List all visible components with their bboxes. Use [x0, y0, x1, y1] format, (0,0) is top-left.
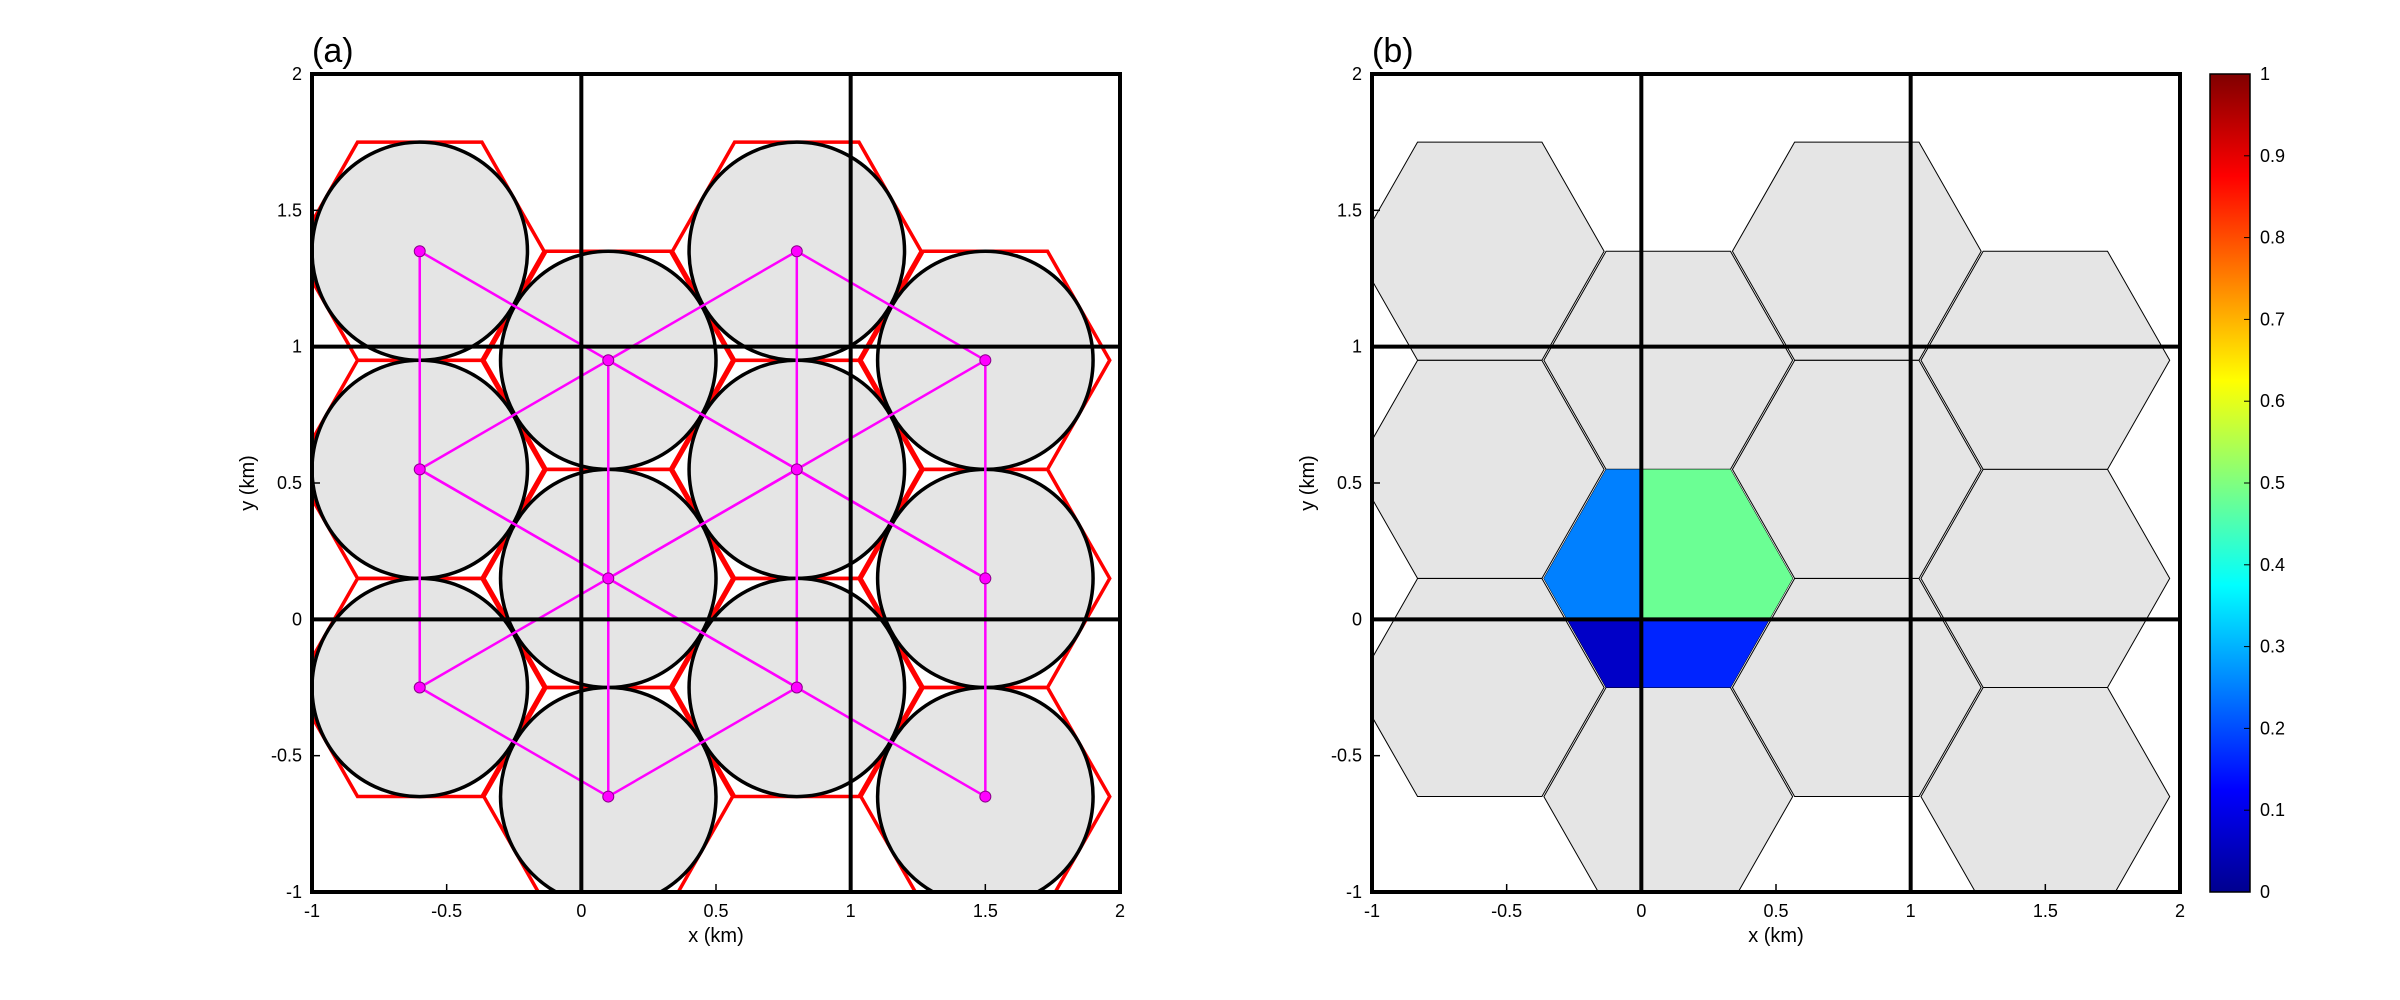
colorbar-tick-label: 0	[2260, 882, 2270, 902]
colorbar-tick-label: 0.2	[2260, 718, 2285, 738]
x-axis-label: x (km)	[688, 925, 744, 947]
y-tick-label: 0	[1352, 609, 1362, 629]
y-tick-label: 1.5	[1337, 200, 1362, 220]
x-tick-label: -1	[304, 901, 320, 921]
hex-cell-colored	[1641, 619, 1770, 688]
hex-cell	[1543, 687, 1794, 892]
colorbar-tick-label: 0.7	[2260, 309, 2285, 329]
colorbar-tick-label: 0.8	[2260, 228, 2285, 248]
y-tick-label: 1	[1352, 337, 1362, 357]
y-tick-label: 0.5	[277, 473, 302, 493]
colorbar: 0 0.1 0.2 0.3 0.4 0.5 0.6 0.7 0.8 0.9 1	[2209, 64, 2285, 902]
sensor-point	[790, 681, 803, 694]
y-tick-label: 0.5	[1337, 473, 1362, 493]
colorbar-tick-label: 0.4	[2260, 555, 2285, 575]
hex-cell-colored	[1567, 619, 1642, 688]
sensor-point	[790, 463, 803, 476]
triangle-edge	[607, 686, 798, 798]
sensor-point	[790, 245, 803, 258]
colorbar-tick-label: 0.3	[2260, 637, 2285, 657]
triangle-edge	[419, 686, 609, 798]
x-tick-label: -0.5	[1491, 901, 1522, 921]
colorbar-tick-label: 0.6	[2260, 391, 2285, 411]
sensor-point	[413, 681, 426, 694]
sensor-point	[979, 572, 992, 585]
y-tick-label: -1	[1346, 882, 1362, 902]
y-tick-label: 1	[292, 337, 302, 357]
panel-label: (a)	[312, 32, 354, 70]
triangle-edge	[607, 577, 798, 689]
sensor-point	[979, 790, 992, 803]
sensor-point	[602, 572, 615, 585]
colorbar-tick-label: 1	[2260, 64, 2270, 84]
x-axis-label: x (km)	[1748, 925, 1804, 947]
x-tick-label: 2	[1115, 901, 1125, 921]
hex-cell	[1372, 577, 1605, 798]
x-tick-label: -1	[1364, 901, 1380, 921]
triangle-edge	[796, 250, 986, 362]
sensor-point	[602, 354, 615, 367]
sensor-point	[602, 790, 615, 803]
hex-cell-outline	[481, 685, 735, 892]
x-tick-label: 2	[2175, 901, 2185, 921]
x-tick-label: 1	[1906, 901, 1916, 921]
x-tick-label: 0	[576, 901, 586, 921]
y-tick-label: 1.5	[277, 200, 302, 220]
sensor-point	[413, 463, 426, 476]
x-tick-label: -0.5	[431, 901, 462, 921]
hex-cell-colored	[1641, 469, 1793, 620]
colorbar-tick-label: 0.1	[2260, 800, 2285, 820]
y-tick-label: -0.5	[1331, 746, 1362, 766]
y-axis-label: y (km)	[1297, 455, 1319, 511]
y-axis-label: y (km)	[237, 455, 259, 511]
x-tick-label: 0.5	[703, 901, 728, 921]
y-tick-label: -0.5	[271, 746, 302, 766]
panel-a-chart: -1 -0.5 0 0.5 1 1.5 2 -1 -0.5 0 0.5 1 1.5 2 x (km) y (k…	[237, 32, 1125, 947]
y-tick-label: 0	[292, 609, 302, 629]
panel-label: (b)	[1372, 32, 1414, 70]
y-tick-label: 2	[292, 64, 302, 84]
hex-cell-colored	[1543, 469, 1642, 620]
y-tick-label: 2	[1352, 64, 1362, 84]
plot-area	[312, 140, 1112, 892]
x-tick-label: 0	[1636, 901, 1646, 921]
triangle-edge	[796, 468, 986, 580]
hex-cell-outline	[858, 685, 1112, 892]
x-tick-label: 1.5	[2033, 901, 2058, 921]
triangle-edge	[419, 468, 609, 580]
colorbar-tick-label: 0.9	[2260, 146, 2285, 166]
x-tick-label: 1.5	[973, 901, 998, 921]
plot-area	[1372, 141, 2171, 892]
sensor-point	[413, 245, 426, 258]
triangle-edge	[796, 686, 986, 798]
hex-cell	[1731, 577, 1982, 798]
sensor-point	[979, 354, 992, 367]
colorbar-ticks: 0 0.1 0.2 0.3 0.4 0.5 0.6 0.7 0.8 0.9 1	[2244, 64, 2285, 902]
x-tick-label: 0.5	[1763, 901, 1788, 921]
hex-cell	[1920, 687, 2171, 892]
colorbar-tick-label: 0.5	[2260, 473, 2285, 493]
y-tick-label: -1	[286, 882, 302, 902]
panel-b-chart: -1 -0.5 0 0.5 1 1.5 2 -1 -0.5 0 0.5 1 1.5 2 x (km) y (k…	[1297, 32, 2185, 947]
x-tick-label: 1	[846, 901, 856, 921]
